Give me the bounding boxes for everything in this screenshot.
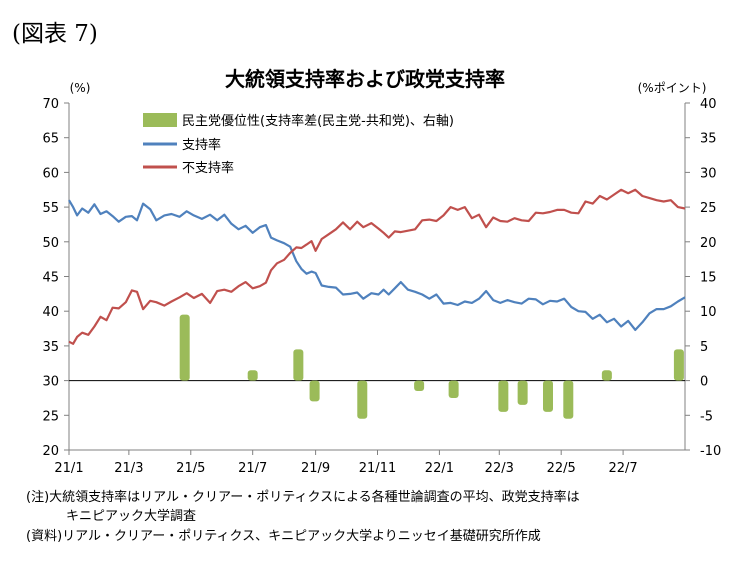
right-tick-label: 5	[700, 340, 708, 355]
source-note: (資料)リアル・クリアー・ポリティクス、キニピアック大学よりニッセイ基礎研究所作…	[26, 529, 541, 544]
advantage-bar	[179, 314, 190, 381]
advantage-bar	[448, 380, 459, 398]
right-tick-label: 25	[700, 201, 717, 216]
bar-series-group	[179, 314, 684, 419]
legend-approve-label: 支持率	[182, 137, 221, 153]
advantage-bar	[293, 349, 304, 381]
line-series-group	[68, 188, 686, 345]
advantage-bar	[601, 370, 612, 381]
left-tick-label: 20	[42, 444, 59, 459]
x-tick-label: 21/11	[359, 461, 396, 476]
left-tick-label: 65	[42, 132, 59, 147]
left-tick-label: 55	[42, 201, 59, 216]
chart-title: 大統領支持率および政党支持率	[225, 67, 505, 91]
legend-bar-label: 民主党優位性(支持率差(民主党-共和党)、右軸)	[182, 113, 454, 129]
note-line-2: キニピアック大学調査	[66, 509, 197, 524]
advantage-bar	[309, 380, 320, 402]
approve-rating-line	[68, 199, 686, 331]
right-tick-label: -10	[700, 444, 721, 459]
right-tick-label: 30	[700, 166, 717, 181]
advantage-bar	[498, 380, 509, 412]
x-tick-label: 21/7	[238, 461, 267, 476]
right-tick-label: 0	[700, 375, 708, 390]
note-line-1: (注)大統領支持率はリアル・クリアー・ポリティクスによる各種世論調査の平均、政党…	[26, 490, 580, 505]
advantage-bar	[673, 349, 684, 381]
legend: 民主党優位性(支持率差(民主党-共和党)、右軸) 支持率 不支持率	[143, 113, 454, 176]
axes-group: 20 25 30 35 40 45 50 55 60 65 70 -10 -5 0 5 10 15 20 25 30 3…	[42, 97, 721, 476]
left-tick-label: 50	[42, 236, 59, 251]
left-tick-label: 40	[42, 305, 59, 320]
legend-disapprove-label: 不支持率	[182, 160, 234, 176]
figure-label: (図表 7)	[12, 21, 98, 47]
left-axis-unit: (%)	[70, 81, 91, 95]
right-axis-unit: (%ポイント)	[638, 81, 707, 95]
left-tick-label: 70	[42, 97, 59, 112]
left-tick-label: 25	[42, 409, 59, 424]
left-tick-label: 45	[42, 271, 59, 286]
left-tick-label: 60	[42, 166, 59, 181]
right-tick-label: -5	[700, 409, 713, 424]
x-tick-label: 22/3	[485, 461, 514, 476]
x-tick-label: 22/5	[547, 461, 576, 476]
left-tick-label: 30	[42, 375, 59, 390]
left-tick-label: 35	[42, 340, 59, 355]
x-tick-label: 22/7	[608, 461, 637, 476]
x-tick-label: 21/9	[301, 461, 330, 476]
advantage-bar	[414, 380, 425, 392]
advantage-bar	[357, 380, 368, 419]
right-tick-label: 20	[700, 236, 717, 251]
right-tick-label: 15	[700, 271, 717, 286]
advantage-bar	[563, 380, 574, 419]
advantage-bar	[247, 370, 258, 381]
right-tick-label: 10	[700, 305, 717, 320]
x-tick-label: 21/5	[176, 461, 205, 476]
disapprove-rating-line	[68, 188, 686, 345]
x-tick-label: 22/1	[425, 461, 454, 476]
advantage-bar	[542, 380, 553, 412]
right-tick-label: 35	[700, 132, 717, 147]
x-tick-label: 21/1	[54, 461, 83, 476]
x-tick-label: 21/3	[114, 461, 143, 476]
legend-bar-swatch	[143, 113, 177, 127]
advantage-bar	[517, 380, 528, 405]
right-tick-label: 40	[700, 97, 717, 112]
